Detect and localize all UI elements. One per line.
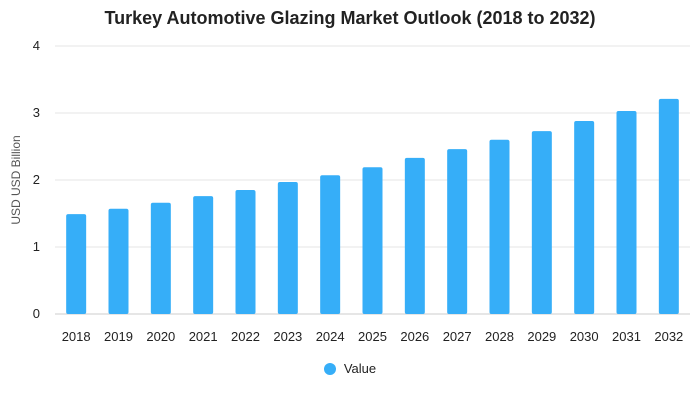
legend[interactable]: Value: [0, 361, 700, 376]
chart-title: Turkey Automotive Glazing Market Outlook…: [104, 8, 596, 28]
bar: [108, 208, 129, 314]
x-tick-label: 2031: [612, 329, 641, 344]
x-tick-label: 2023: [273, 329, 302, 344]
x-tick-label: 2018: [62, 329, 91, 344]
bar: [447, 149, 468, 314]
y-tick-label: 2: [33, 172, 40, 187]
x-tick-label: 2019: [104, 329, 133, 344]
bar: [150, 202, 171, 314]
bar: [277, 182, 298, 314]
x-tick-label: 2021: [189, 329, 218, 344]
bar: [320, 175, 341, 314]
x-tick-label: 2024: [316, 329, 345, 344]
x-tick-label: 2032: [654, 329, 683, 344]
x-tick-label: 2022: [231, 329, 260, 344]
bar: [66, 214, 87, 314]
bar: [235, 190, 256, 314]
y-tick-label: 4: [33, 38, 40, 53]
bar: [616, 110, 637, 315]
y-tick-label: 1: [33, 239, 40, 254]
y-tick-label: 3: [33, 105, 40, 120]
bar: [362, 167, 383, 314]
bar: [489, 139, 510, 314]
x-tick-label: 2030: [570, 329, 599, 344]
x-tick-label: 2020: [146, 329, 175, 344]
bar: [193, 196, 214, 314]
x-tick-label: 2028: [485, 329, 514, 344]
bar: [574, 121, 595, 314]
legend-label: Value: [343, 361, 377, 376]
x-tick-label: 2026: [400, 329, 429, 344]
bar: [404, 157, 425, 314]
x-tick-label: 2025: [358, 329, 387, 344]
x-tick-label: 2029: [527, 329, 556, 344]
y-tick-label: 0: [33, 306, 40, 321]
legend-marker: [323, 362, 336, 375]
x-tick-label: 2027: [443, 329, 472, 344]
bar: [658, 98, 679, 315]
bar: [531, 131, 552, 314]
